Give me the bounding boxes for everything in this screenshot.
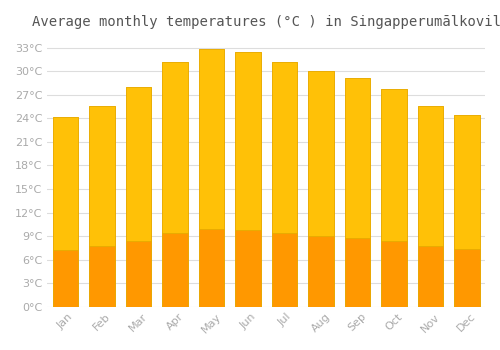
Bar [454,249,479,307]
Bar [454,115,479,307]
Bar [344,78,370,238]
Title: Average monthly temperatures (°C ) in Singapperumālkovil: Average monthly temperatures (°C ) in Si… [32,15,500,29]
Bar [308,71,334,236]
Bar [454,115,479,249]
Bar [126,241,152,307]
Bar [126,87,152,307]
Bar [90,246,115,307]
Bar [344,238,370,307]
Bar [53,250,78,307]
Bar [235,230,260,307]
Bar [198,49,224,307]
Bar [162,233,188,307]
Bar [308,71,334,307]
Bar [198,49,224,230]
Bar [272,233,297,307]
Bar [418,246,443,307]
Bar [198,230,224,307]
Bar [381,89,406,241]
Bar [235,52,260,307]
Bar [381,89,406,307]
Bar [418,106,443,307]
Bar [90,106,115,246]
Bar [162,62,188,233]
Bar [272,62,297,307]
Bar [235,52,260,230]
Bar [53,117,78,307]
Bar [53,117,78,250]
Bar [308,236,334,307]
Bar [90,106,115,307]
Bar [126,87,152,241]
Bar [418,106,443,246]
Bar [272,62,297,233]
Bar [381,241,406,307]
Bar [344,78,370,307]
Bar [162,62,188,307]
